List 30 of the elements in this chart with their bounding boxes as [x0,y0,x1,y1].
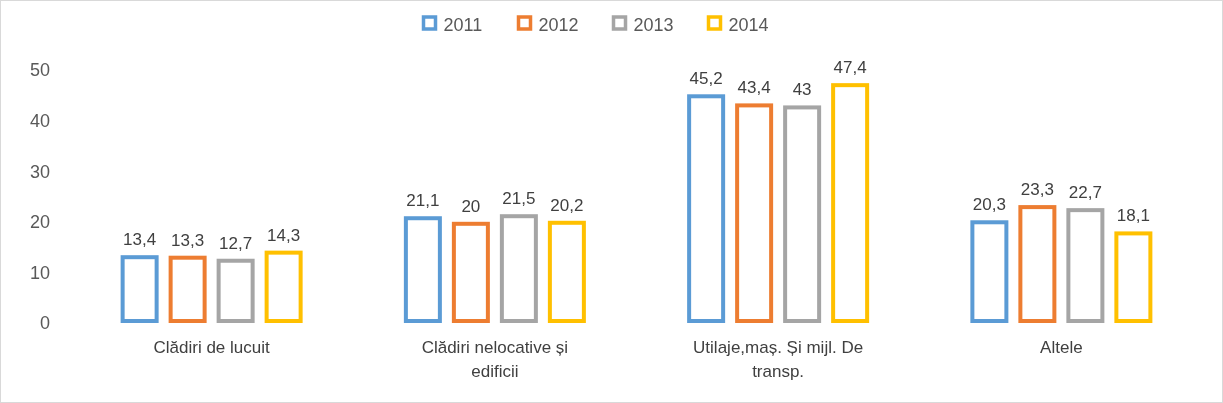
data-label: 23,3 [1020,180,1054,200]
data-label: 43,4 [737,78,771,98]
data-label: 47,4 [833,58,867,78]
y-tick-label: 0 [39,313,50,334]
data-label: 21,1 [406,191,440,211]
data-label: 18,1 [1116,206,1150,226]
x-tick-label: Altele [1040,338,1083,357]
data-label: 20 [461,196,481,216]
data-label: 43 [792,80,812,100]
data-label: 45,2 [689,69,723,89]
data-label: 13,4 [123,230,157,250]
legend-label: 2014 [728,15,769,36]
data-label: 20,3 [972,195,1006,215]
x-tick-label: Utilaje,maș. Și mijl. De transp. [693,338,864,381]
data-label: 22,7 [1068,183,1102,203]
x-tick-label: Clădiri de lucuit [153,338,270,357]
y-tick-label: 40 [29,110,50,131]
data-label: 20,2 [550,195,584,215]
y-tick-label: 30 [29,161,50,182]
x-tick-label: Clădiri nelocative și edificii [421,338,569,381]
legend-label: 2011 [443,15,483,36]
data-label: 13,3 [171,230,205,250]
data-label: 12,7 [219,233,253,253]
y-tick-label: 20 [29,212,50,233]
y-tick-label: 50 [29,60,50,81]
legend-label: 2013 [633,15,674,36]
y-tick-label: 10 [29,262,50,283]
data-label: 14,3 [267,225,301,245]
data-label: 21,5 [502,189,536,209]
legend-label: 2012 [538,15,579,36]
